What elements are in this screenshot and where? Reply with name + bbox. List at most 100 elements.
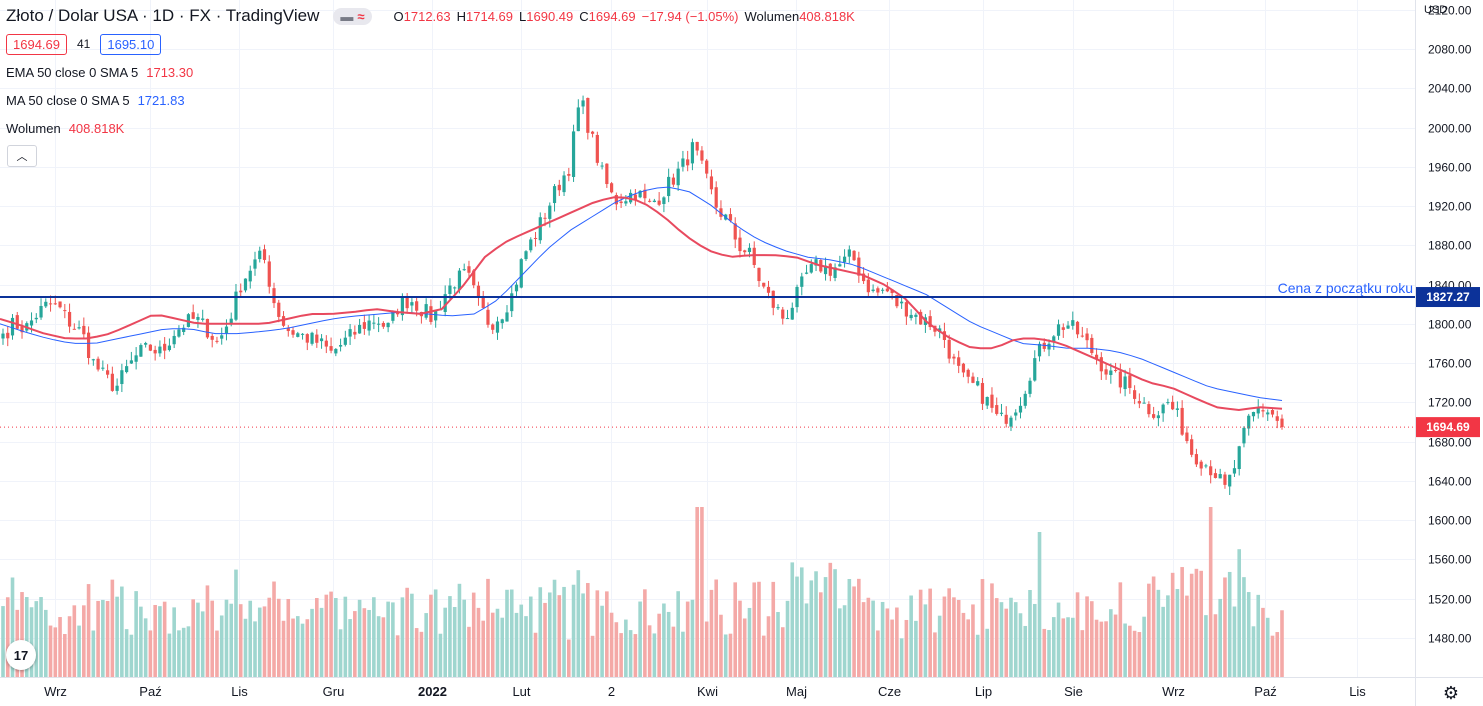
candle-body	[1128, 375, 1132, 388]
volume-bar	[1246, 592, 1251, 677]
candle-body	[253, 259, 257, 269]
ema-line	[0, 196, 1283, 412]
volume-bar	[1213, 614, 1218, 677]
indicator-volume[interactable]: Wolumen 408.818K	[6, 118, 861, 138]
candle-body	[215, 340, 219, 342]
candle-body	[909, 314, 913, 319]
candle-body	[1056, 324, 1061, 336]
volume-bar	[295, 616, 300, 677]
volume-value: 408.818K	[68, 120, 125, 136]
price-tick-label: 1720.00	[1428, 396, 1472, 410]
volume-bar	[1237, 549, 1242, 677]
candle-body	[258, 250, 262, 260]
volume-bar	[547, 592, 552, 677]
candle-body	[1075, 321, 1080, 335]
candle-body	[714, 187, 718, 208]
volume-bar	[904, 619, 909, 677]
chevron-up-icon: ︿	[16, 151, 28, 163]
volume-bar	[272, 581, 276, 677]
last-price-tag	[1416, 417, 1480, 438]
compare-button[interactable]: ▬ ≈	[333, 7, 372, 25]
volume-bar	[291, 618, 295, 677]
volume-bar	[486, 578, 490, 677]
candle-body	[144, 343, 148, 345]
candle-body	[800, 276, 804, 287]
candle-body	[681, 158, 685, 167]
volume-bar	[96, 600, 100, 677]
volume-bar	[1208, 507, 1213, 677]
compare-wave-icon: ≈	[357, 8, 365, 24]
volume-bar	[1170, 572, 1175, 677]
candle-body	[828, 263, 832, 276]
volume-bar	[324, 594, 329, 677]
volume-bar	[799, 567, 804, 677]
volume-bar	[177, 630, 181, 677]
currency-label[interactable]: USD	[1424, 4, 1448, 16]
ma-label: MA 50 close 0 SMA 5	[6, 92, 130, 108]
volume-bar	[624, 619, 628, 677]
volume-bar	[476, 607, 481, 677]
candle-body	[771, 290, 775, 308]
volume-bar	[1037, 532, 1042, 677]
candle-body	[1152, 414, 1156, 418]
symbol-title[interactable]: Złoto / Dolar USA · 1D · FX · TradingVie…	[6, 6, 320, 25]
volume-bar	[86, 584, 91, 677]
candle-body	[690, 142, 695, 164]
candle-body	[557, 184, 561, 191]
sell-button[interactable]: 1694.69	[6, 33, 67, 55]
volume-bar	[695, 507, 699, 677]
candle-body	[776, 307, 780, 309]
volume-bar	[1061, 618, 1066, 677]
candle-body	[110, 373, 114, 391]
candle-body	[890, 289, 894, 294]
volume-bar	[424, 613, 428, 677]
candle-body	[785, 318, 790, 320]
candle-body	[1213, 473, 1218, 478]
candle-body	[648, 200, 652, 202]
volume-bar	[120, 586, 124, 677]
volume-bar	[319, 607, 324, 677]
candle-body	[476, 285, 481, 298]
volume-bar	[814, 571, 818, 677]
candle-body	[1247, 415, 1251, 429]
volume-bar	[67, 616, 72, 677]
candle-body	[1256, 407, 1260, 414]
candle-body	[453, 287, 457, 289]
indicator-ma[interactable]: MA 50 close 0 SMA 5 1721.83	[6, 90, 861, 110]
indicator-ema[interactable]: EMA 50 close 0 SMA 5 1713.30	[6, 62, 861, 82]
minus-icon: ▬	[340, 8, 354, 24]
volume-bar	[448, 596, 452, 677]
volume-bar	[980, 579, 985, 677]
candle-body	[1023, 393, 1027, 406]
candle-body	[1118, 371, 1122, 388]
volume-bar	[766, 616, 771, 677]
candle-body	[861, 273, 866, 282]
volume-bar	[305, 619, 310, 677]
candle-body	[495, 321, 500, 333]
volume-bar	[828, 562, 833, 677]
candle-body	[386, 322, 390, 328]
candle-body	[571, 131, 576, 177]
gear-icon[interactable]: ⚙	[1442, 683, 1460, 703]
volume-bar	[353, 611, 357, 677]
ma-line	[0, 186, 1283, 401]
candle-body	[329, 346, 333, 351]
price-tick-label: 1520.00	[1428, 593, 1472, 607]
ohlc-change: −17.94 (−1.05%)	[641, 8, 739, 24]
candle-body	[277, 302, 281, 317]
volume-bar	[662, 603, 666, 677]
start-price-tag-label: 1827.27	[1426, 290, 1470, 304]
volume-bar	[790, 562, 795, 677]
collapse-legend-button[interactable]: ︿	[7, 145, 37, 167]
volume-bar	[524, 616, 528, 677]
candle-body	[904, 302, 908, 317]
time-tick-label: Lis	[231, 684, 248, 699]
tradingview-logo[interactable]: 17	[6, 640, 36, 670]
candle-body	[1237, 446, 1241, 470]
volume-bar	[1, 606, 5, 677]
candle-body	[1037, 343, 1042, 357]
volume-bar	[871, 600, 875, 677]
candle-body	[310, 332, 314, 344]
buy-button[interactable]: 1695.10	[100, 33, 162, 55]
